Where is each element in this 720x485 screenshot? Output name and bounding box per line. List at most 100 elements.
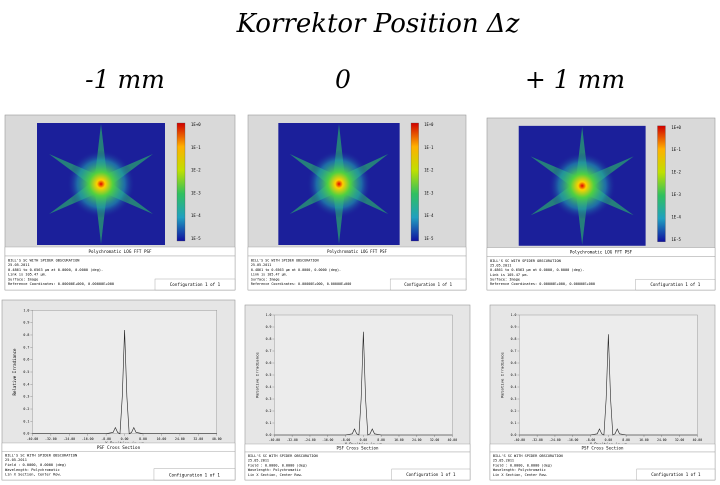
- config-box: [391, 468, 471, 481]
- y-tick-label: 0.3: [511, 397, 517, 401]
- configuration: Configuration 1 of 1: [404, 282, 452, 287]
- x-tick-label: -16.00: [322, 438, 333, 442]
- colorbar: [657, 125, 666, 242]
- psf-title: Polychromatic LOG FFT PSF: [327, 249, 387, 254]
- colorbar-label: 1E-4: [191, 213, 201, 218]
- y-tick-label: 0.7: [511, 349, 517, 353]
- info-line: 25.05.2011: [251, 263, 272, 267]
- psf-core: [67, 150, 135, 218]
- colorbar-label: 1E-1: [671, 147, 681, 152]
- info-line: Reference Coordinates: 0.00000E+000, 0.0…: [251, 282, 351, 286]
- y-tick-label: 0.6: [266, 361, 272, 365]
- y-tick-label: 0.0: [266, 433, 272, 437]
- psf-panel: 1E+0 1E-1 1E-2 1E-3 1E-4 1E-5 Polychromatic LO…: [4, 114, 236, 291]
- y-tick-label: 1.0: [511, 313, 517, 317]
- x-tick-label: -40.00: [514, 438, 525, 442]
- x-tick-label: 24.00: [657, 438, 666, 442]
- x-tick-label: 0.00: [121, 437, 129, 441]
- y-tick-label: 0.7: [266, 349, 272, 353]
- slide-title: Korrektor Position Δz: [236, 9, 520, 39]
- y-tick-label: 0.6: [23, 358, 29, 362]
- psf-curve: [519, 334, 698, 436]
- info-line: Wavelength: Polychromatic: [5, 468, 60, 472]
- config-box: [154, 278, 236, 291]
- info-line: Wavelength: Polychromatic: [248, 468, 301, 472]
- x-tick-label: -16.00: [567, 438, 578, 442]
- cross-title: PSF Cross Section: [337, 445, 379, 450]
- configuration: Configuration 1 of 1: [169, 472, 220, 478]
- y-tick-label: 0.9: [266, 325, 272, 329]
- info-line: Surface: Image: [251, 277, 280, 281]
- column-header: + 1 mm: [525, 65, 625, 94]
- y-axis-label: Relative Irradiance: [12, 348, 17, 396]
- plot-area: [519, 314, 698, 436]
- x-tick-label: 0.00: [605, 438, 613, 442]
- x-tick-label: 16.00: [639, 438, 648, 442]
- info-line: BILL'S SC WITH SPIDER OBSCURATION: [490, 259, 561, 263]
- y-tick-label: 0.5: [266, 373, 272, 377]
- colorbar-label: 1E-3: [424, 190, 434, 195]
- info-line: Lin X Section, Center Row.: [493, 473, 548, 477]
- colorbar: [410, 122, 419, 242]
- info-line: Lin X Section, Center Row.: [248, 473, 303, 477]
- colorbar-label: 1E+0: [424, 122, 434, 127]
- x-tick-label: -16.00: [82, 437, 94, 441]
- y-tick-label: 0.2: [23, 407, 29, 411]
- y-tick-label: 1.0: [266, 313, 272, 317]
- info-line: Reference Coordinates: 0.00000E+000, 0.0…: [8, 282, 114, 286]
- colorbar-label: 1E-5: [424, 236, 434, 241]
- configuration: Configuration 1 of 1: [650, 282, 700, 287]
- y-tick-label: 0.5: [511, 373, 517, 377]
- x-tick-label: -24.00: [304, 438, 315, 442]
- y-tick-label: 0.1: [266, 421, 272, 425]
- colorbar-label: 1E-1: [191, 145, 201, 150]
- x-tick-label: 16.00: [394, 438, 403, 442]
- configuration: Configuration 1 of 1: [170, 282, 221, 287]
- x-tick-label: 8.00: [622, 438, 630, 442]
- info-line: 0.4861 to 0.6563 µm at 0.0000, 0.0000 (d…: [251, 268, 341, 272]
- x-tick-label: -32.00: [532, 438, 543, 442]
- x-tick-label: 24.00: [175, 437, 185, 441]
- y-tick-label: 0.0: [23, 432, 29, 436]
- column-header: -1 mm: [85, 65, 165, 94]
- psf-curve: [274, 331, 453, 436]
- x-tick-label: -24.00: [549, 438, 560, 442]
- info-line: BILL'S SC WITH SPIDER OBSCURATION: [493, 454, 563, 458]
- colorbar-label: 1E-1: [424, 145, 434, 150]
- y-tick-label: 0.6: [511, 361, 517, 365]
- info-line: Link is 105.47 µm.: [251, 273, 288, 277]
- psf-panel: 1E+0 1E-1 1E-2 1E-3 1E-4 1E-5 Polychromatic LO…: [486, 117, 716, 291]
- y-axis-label: Relative Irradiance: [255, 352, 260, 398]
- cross-title: PSF Cross Section: [582, 445, 624, 450]
- info-line: Field : 0.0000, 0.0000 (deg): [5, 463, 66, 467]
- info-line: Link is 105.47 µm.: [8, 273, 47, 277]
- y-tick-label: 0.5: [23, 370, 29, 374]
- colorbar: [176, 122, 186, 242]
- configuration: Configuration 1 of 1: [406, 472, 456, 477]
- plot-area: [32, 310, 217, 434]
- colorbar-label: 1E-4: [671, 214, 681, 219]
- info-line: 25.05.2011: [248, 459, 269, 463]
- x-tick-label: 32.00: [193, 437, 203, 441]
- info-line: BILL'S SC WITH SPIDER OBSCURATION: [8, 259, 79, 263]
- y-axis-label: Relative Irradiance: [500, 352, 505, 398]
- x-tick-label: 40.00: [693, 438, 702, 442]
- y-tick-label: 0.9: [23, 321, 29, 325]
- info-line: 0.4861 to 0.6563 µm at 0.0000, 0.0000 (d…: [490, 268, 584, 272]
- y-tick-label: 0.9: [511, 325, 517, 329]
- info-line: Reference Coordinates: 0.00000E+000, 0.0…: [490, 282, 595, 286]
- x-tick-label: -32.00: [45, 437, 57, 441]
- x-tick-label: 8.00: [377, 438, 385, 442]
- colorbar-label: 1E-5: [191, 236, 201, 241]
- y-tick-label: 0.8: [511, 337, 517, 341]
- colorbar-label: 1E-5: [671, 237, 681, 242]
- info-line: Link is 105.47 µm.: [490, 273, 529, 277]
- colorbar-label: 1E-2: [191, 168, 201, 173]
- y-tick-label: 1.0: [23, 308, 29, 312]
- info-line: Surface: Image: [490, 277, 520, 281]
- x-tick-label: -24.00: [63, 437, 75, 441]
- config-box: [636, 468, 716, 481]
- psf-panel: 1E+0 1E-1 1E-2 1E-3 1E-4 1E-5 Polychromatic LO…: [247, 114, 467, 291]
